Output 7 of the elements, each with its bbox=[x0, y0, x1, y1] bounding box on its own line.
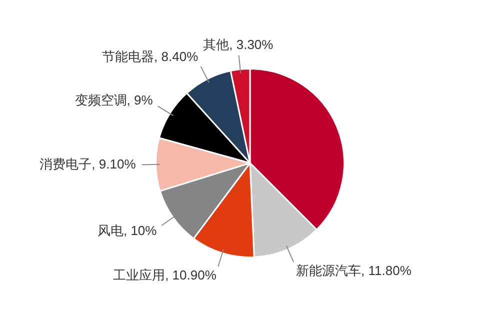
slice-label: 新能源汽车, 11.80% bbox=[296, 262, 412, 278]
slice-label: 节能电器, 8.40% bbox=[102, 49, 199, 64]
slice-label: 变频空调, 9% bbox=[74, 92, 154, 108]
slice-label: 消费电子, 9.10% bbox=[40, 156, 136, 172]
slice-label: 风电, 10% bbox=[97, 222, 158, 238]
slice-label: 工业应用, 10.90% bbox=[113, 268, 217, 283]
slice-label: 其他, 3.30% bbox=[203, 36, 274, 52]
